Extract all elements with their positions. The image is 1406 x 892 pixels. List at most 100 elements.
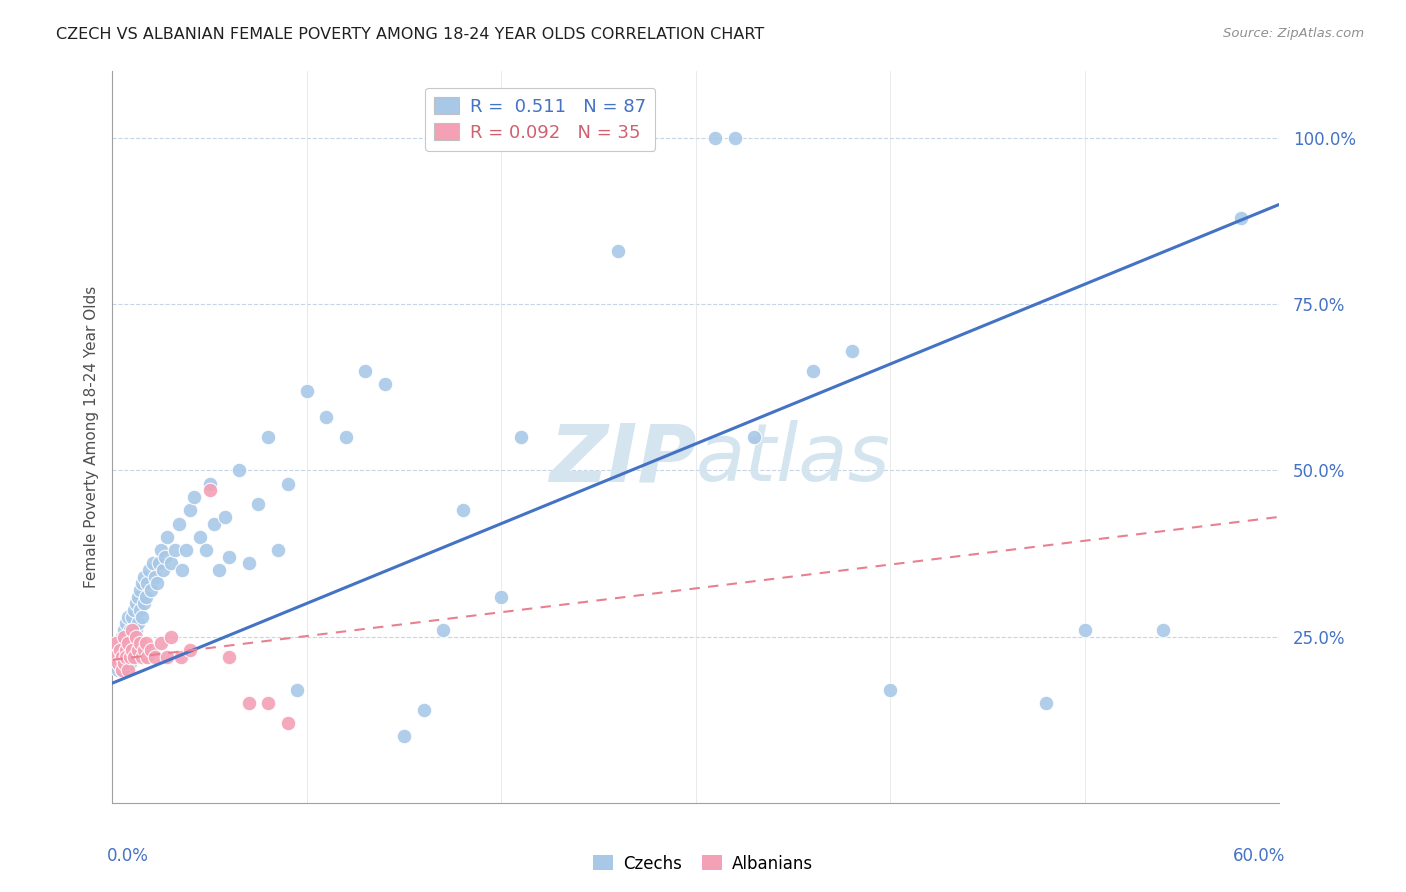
Point — [115, 643, 138, 657]
Point — [1229, 211, 1251, 225]
Point — [509, 430, 531, 444]
Point — [125, 623, 148, 637]
Point — [150, 543, 173, 558]
Text: atlas: atlas — [696, 420, 891, 498]
Point — [112, 623, 135, 637]
Point — [607, 244, 630, 258]
Point — [841, 343, 863, 358]
Point — [131, 609, 153, 624]
Point — [152, 563, 174, 577]
Point — [115, 649, 138, 664]
Point — [112, 656, 135, 670]
Point — [105, 636, 128, 650]
Point — [163, 543, 186, 558]
Point — [257, 696, 280, 710]
Point — [121, 649, 143, 664]
Point — [105, 649, 128, 664]
Point — [148, 557, 170, 571]
Point — [160, 630, 183, 644]
Point — [354, 363, 377, 377]
Point — [188, 530, 211, 544]
Point — [141, 643, 163, 657]
Point — [491, 590, 513, 604]
Point — [588, 131, 610, 145]
Point — [107, 663, 129, 677]
Point — [150, 636, 173, 650]
Point — [176, 543, 198, 558]
Point — [115, 643, 138, 657]
Point — [121, 609, 143, 624]
Point — [131, 576, 153, 591]
Text: 60.0%: 60.0% — [1233, 847, 1285, 864]
Point — [432, 623, 454, 637]
Point — [103, 649, 125, 664]
Point — [136, 649, 159, 664]
Point — [267, 543, 290, 558]
Point — [146, 576, 169, 591]
Point — [135, 636, 157, 650]
Point — [127, 643, 149, 657]
Point — [111, 663, 134, 677]
Point — [335, 430, 357, 444]
Point — [110, 643, 132, 657]
Point — [568, 131, 591, 145]
Point — [128, 603, 150, 617]
Point — [153, 549, 176, 564]
Point — [167, 516, 190, 531]
Point — [169, 649, 191, 664]
Point — [744, 430, 766, 444]
Point — [879, 682, 901, 697]
Point — [125, 596, 148, 610]
Point — [121, 630, 143, 644]
Point — [143, 649, 166, 664]
Point — [128, 582, 150, 597]
Point — [394, 729, 416, 743]
Point — [117, 609, 139, 624]
Point — [118, 649, 141, 664]
Point — [238, 696, 260, 710]
Point — [156, 530, 179, 544]
Point — [704, 131, 727, 145]
Point — [179, 643, 201, 657]
Point — [247, 497, 270, 511]
Point — [315, 410, 337, 425]
Point — [208, 563, 231, 577]
Point — [117, 636, 139, 650]
Point — [172, 563, 194, 577]
Point — [127, 616, 149, 631]
Text: ZIP: ZIP — [548, 420, 696, 498]
Point — [122, 603, 145, 617]
Point — [218, 549, 240, 564]
Point — [451, 503, 474, 517]
Point — [198, 476, 221, 491]
Text: CZECH VS ALBANIAN FEMALE POVERTY AMONG 18-24 YEAR OLDS CORRELATION CHART: CZECH VS ALBANIAN FEMALE POVERTY AMONG 1… — [56, 27, 765, 42]
Point — [136, 576, 159, 591]
Point — [115, 616, 138, 631]
Point — [214, 509, 236, 524]
Point — [121, 643, 143, 657]
Point — [132, 643, 155, 657]
Point — [122, 636, 145, 650]
Point — [194, 543, 217, 558]
Point — [141, 582, 163, 597]
Point — [138, 563, 160, 577]
Point — [588, 131, 610, 145]
Point — [111, 630, 134, 644]
Point — [218, 649, 240, 664]
Point — [1152, 623, 1174, 637]
Point — [117, 663, 139, 677]
Point — [132, 570, 155, 584]
Point — [112, 630, 135, 644]
Point — [257, 430, 280, 444]
Point — [285, 682, 308, 697]
Point — [724, 131, 747, 145]
Point — [179, 503, 201, 517]
Point — [111, 649, 134, 664]
Point — [1074, 623, 1097, 637]
Point — [125, 630, 148, 644]
Legend: R =  0.511   N = 87, R = 0.092   N = 35: R = 0.511 N = 87, R = 0.092 N = 35 — [425, 87, 655, 151]
Point — [122, 649, 145, 664]
Point — [412, 703, 434, 717]
Point — [135, 590, 157, 604]
Point — [276, 716, 298, 731]
